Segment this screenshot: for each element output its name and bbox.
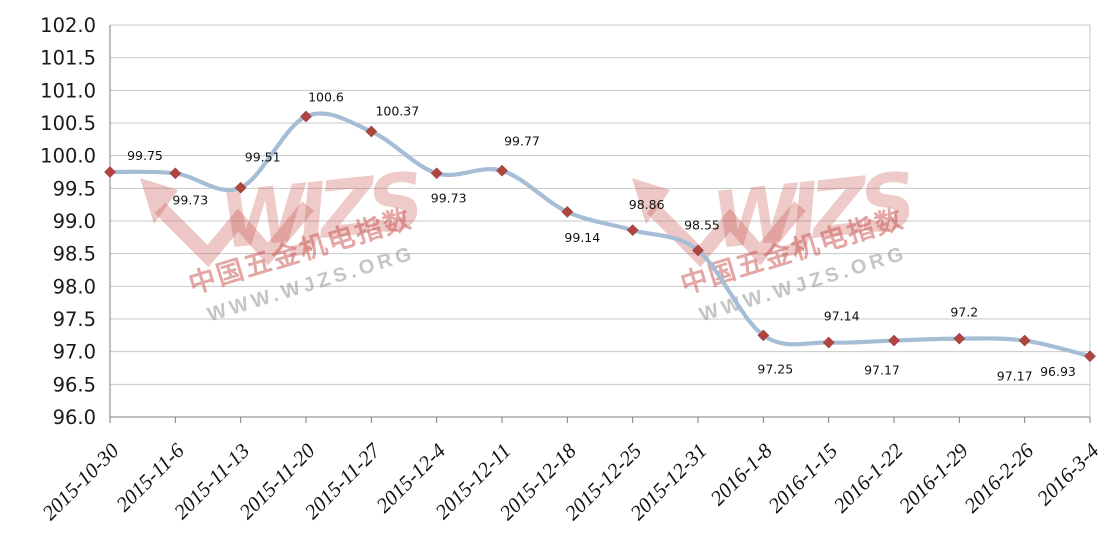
series-layer — [104, 110, 1096, 363]
data-point-label: 96.93 — [1040, 364, 1076, 379]
data-point-label: 100.6 — [308, 89, 344, 104]
y-axis-tick-label: 99.0 — [53, 210, 96, 233]
y-axis-tick-label: 98.0 — [53, 275, 96, 298]
data-point-label: 99.73 — [172, 192, 208, 207]
x-axis-tick-label: 2015-10-30 — [37, 438, 124, 525]
data-point-marker — [1018, 334, 1031, 347]
y-axis-tick-label: 100.5 — [40, 112, 96, 135]
y-axis-tick-label: 99.5 — [53, 177, 96, 200]
data-point-marker — [365, 125, 378, 138]
data-point-label: 100.37 — [375, 103, 419, 118]
y-axis-tick-label: 97.0 — [53, 341, 96, 364]
data-point-label: 97.17 — [864, 363, 900, 378]
watermark-right: WJZS 中国五金机电指数 WWW.WJZS.ORG — [632, 157, 916, 326]
data-point-marker — [1084, 350, 1096, 363]
y-axis-tick-label: 96.5 — [53, 373, 96, 396]
x-axis-tick-label: 2016-3-4 — [1032, 438, 1104, 510]
y-axis-tick-label: 96.0 — [53, 406, 96, 429]
data-point-label: 98.55 — [684, 217, 720, 232]
data-point-label: 99.51 — [245, 150, 281, 165]
y-axis-tick-label: 98.5 — [53, 243, 96, 266]
data-point-marker — [430, 167, 443, 180]
data-point-marker — [692, 244, 704, 257]
x-axis-tick-label: 2016-2-26 — [959, 438, 1038, 517]
watermark-arrow-icon — [632, 178, 670, 224]
grid-layer — [109, 24, 1091, 423]
watermark-left: WJZS 中国五金机电指数 WWW.WJZS.ORG — [140, 157, 424, 326]
data-point-marker — [888, 334, 900, 347]
data-point-label: 99.77 — [504, 134, 540, 149]
x-axis-tick-label: 2016-1-29 — [894, 438, 973, 517]
data-point-marker — [757, 329, 770, 342]
data-point-marker — [169, 167, 182, 180]
watermark-zigzag-icon — [154, 201, 314, 268]
data-point-label: 99.75 — [127, 148, 163, 163]
watermark-logo-text: WJZS — [216, 157, 424, 267]
data-point-marker — [822, 336, 835, 349]
data-point-marker — [104, 166, 116, 178]
data-point-label: 98.86 — [629, 197, 665, 212]
watermark-logo-text: WJZS — [708, 157, 916, 267]
line-series — [107, 111, 1093, 359]
data-point-marker — [300, 110, 312, 123]
watermark-arrow-icon — [140, 178, 178, 224]
x-axis-tick-label: 2016-1-22 — [829, 438, 908, 517]
data-point-label: 99.73 — [431, 190, 467, 205]
data-point-marker — [561, 205, 574, 218]
x-axis-tick-label: 2016-1-15 — [763, 439, 842, 518]
data-point-label: 97.25 — [757, 361, 793, 376]
data-point-label: 99.14 — [564, 230, 600, 245]
watermarks: WJZS 中国五金机电指数 WWW.WJZS.ORG WJZS 中国五金机电指数… — [140, 157, 916, 326]
data-point-marker — [626, 224, 639, 237]
data-point-marker — [953, 332, 966, 345]
data-point-label: 97.14 — [824, 309, 860, 324]
y-axis-tick-label: 101.0 — [40, 79, 96, 102]
y-axis-tick-label: 100.0 — [40, 145, 96, 168]
data-point-label: 97.2 — [950, 305, 978, 320]
y-axis-tick-label: 97.5 — [53, 308, 96, 331]
data-point-marker — [234, 181, 247, 194]
data-point-marker — [496, 164, 508, 177]
y-axis-tick-label: 102.0 — [40, 14, 96, 37]
y-axis-tick-label: 101.5 — [40, 47, 96, 70]
data-point-label: 97.17 — [997, 369, 1033, 384]
